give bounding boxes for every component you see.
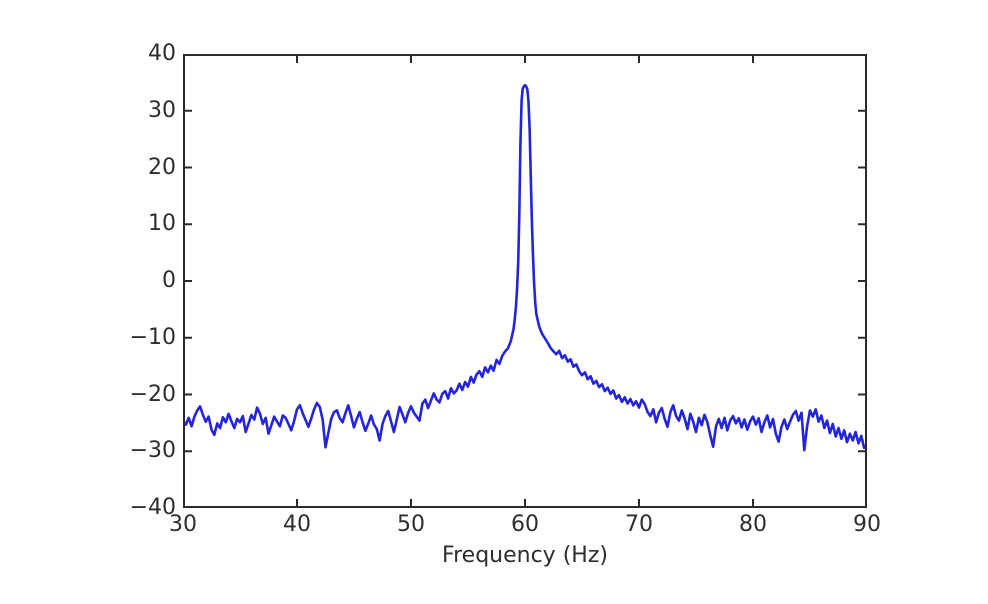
x-tick-label: 90 (853, 512, 881, 537)
x-tick-label: 70 (625, 512, 653, 537)
y-tick-label: −30 (129, 438, 176, 464)
tick-marks (183, 54, 867, 508)
y-tick-label: −20 (129, 381, 176, 407)
x-tick-label: 30 (169, 512, 197, 537)
y-tick-label: −40 (129, 495, 176, 520)
x-tick-label: 80 (739, 512, 767, 537)
y-tick-label: 40 (148, 41, 176, 66)
x-tick-label: 60 (511, 512, 539, 537)
x-axis-title: Frequency (Hz) (442, 543, 608, 568)
y-tick-label: 30 (148, 97, 176, 123)
spectrum-line (183, 83, 867, 452)
spectrum-plot (183, 54, 867, 508)
y-tick-label: 10 (148, 211, 176, 237)
x-tick-label: 40 (283, 512, 311, 537)
x-tick-label: 50 (397, 512, 425, 537)
y-tick-label: −10 (129, 324, 176, 350)
axes-spines (183, 54, 867, 508)
y-tick-label: 20 (148, 154, 176, 180)
y-tick-label: 0 (162, 268, 176, 293)
plot-area (183, 54, 867, 508)
